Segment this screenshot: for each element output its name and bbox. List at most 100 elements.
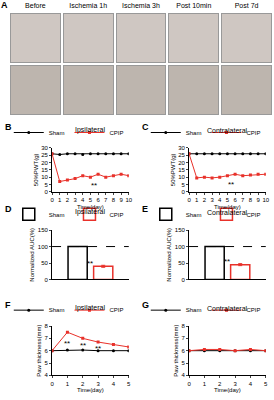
svg-text:1: 1 [66,381,70,387]
svg-text:3: 3 [96,381,100,387]
svg-text:2: 2 [81,381,85,387]
svg-text:30: 30 [41,145,48,151]
svg-text:0: 0 [45,189,49,195]
svg-text:Sham: Sham [186,130,202,136]
svg-text:3: 3 [210,197,214,203]
svg-text:Sham: Sham [186,212,202,218]
svg-text:10: 10 [41,174,48,180]
svg-text:Paw thickness(mm): Paw thickness(mm) [173,325,179,377]
svg-text:2: 2 [66,197,70,203]
svg-text:5: 5 [182,360,186,366]
svg-text:150: 150 [175,227,186,233]
svg-text:Ipsilateral: Ipsilateral [75,304,105,312]
svg-text:C: C [142,122,149,132]
svg-text:10: 10 [178,174,185,180]
svg-text:CPIP: CPIP [246,212,260,218]
svg-text:Sham: Sham [186,307,202,313]
svg-text:0: 0 [187,197,191,203]
svg-text:3: 3 [73,197,77,203]
svg-text:Sham: Sham [49,307,65,313]
svg-text:20: 20 [41,160,48,166]
svg-text:0: 0 [50,197,54,203]
svg-text:100: 100 [175,244,186,250]
svg-text:15: 15 [178,167,185,173]
svg-text:50%PWT(g): 50%PWT(g) [33,154,39,187]
svg-text:**: ** [64,339,70,348]
svg-text:4: 4 [218,197,222,203]
svg-text:CPIP: CPIP [109,307,123,313]
svg-text:30: 30 [178,145,185,151]
svg-text:4: 4 [249,381,253,387]
svg-text:5: 5 [182,182,186,188]
svg-text:8: 8 [45,323,49,329]
svg-text:6: 6 [182,348,186,354]
svg-text:5: 5 [264,381,268,387]
svg-text:7: 7 [45,335,49,341]
svg-text:Sham: Sham [49,130,65,136]
svg-text:4: 4 [81,197,85,203]
svg-text:**: ** [228,180,234,189]
svg-text:7: 7 [182,335,186,341]
svg-text:5: 5 [127,381,131,387]
svg-text:10: 10 [262,197,269,203]
svg-text:0: 0 [45,277,49,283]
svg-text:F: F [5,300,11,310]
svg-text:5: 5 [226,197,230,203]
svg-text:10: 10 [125,197,132,203]
svg-text:50: 50 [178,260,185,266]
svg-text:5: 5 [45,360,49,366]
svg-text:8: 8 [182,323,186,329]
svg-text:6: 6 [233,197,237,203]
svg-text:5: 5 [45,182,49,188]
svg-text:Ipsilateral: Ipsilateral [75,208,105,216]
svg-text:Time(day): Time(day) [214,387,241,393]
svg-text:6: 6 [45,348,49,354]
svg-text:20: 20 [178,160,185,166]
svg-text:G: G [142,300,149,310]
svg-text:4: 4 [45,372,49,378]
svg-text:7: 7 [104,197,108,203]
svg-text:2: 2 [218,381,222,387]
svg-text:0: 0 [50,381,54,387]
svg-text:5: 5 [89,197,93,203]
svg-text:4: 4 [112,381,116,387]
svg-text:0: 0 [187,381,191,387]
svg-text:3: 3 [233,381,237,387]
svg-text:B: B [5,122,12,132]
svg-text:Time(day): Time(day) [77,204,104,210]
svg-text:0: 0 [182,189,186,195]
svg-text:**: ** [224,257,230,266]
svg-text:**: ** [91,181,97,190]
svg-text:Contralateral: Contralateral [207,305,248,312]
svg-text:E: E [142,204,148,214]
svg-text:7: 7 [241,197,245,203]
svg-text:**: ** [80,341,86,350]
svg-text:25: 25 [41,152,48,158]
svg-text:Time(day): Time(day) [214,204,241,210]
svg-text:8: 8 [112,197,116,203]
svg-text:1: 1 [203,381,207,387]
svg-text:8: 8 [249,197,253,203]
svg-text:15: 15 [41,167,48,173]
svg-text:Paw thickness(mm): Paw thickness(mm) [36,325,42,377]
svg-text:9: 9 [119,197,123,203]
svg-text:Ipsilateral: Ipsilateral [75,126,105,134]
svg-text:6: 6 [96,197,100,203]
svg-text:100: 100 [38,244,49,250]
svg-text:CPIP: CPIP [246,130,260,136]
svg-text:Normalized AUC(%): Normalized AUC(%) [29,228,35,282]
svg-text:D: D [5,204,12,214]
svg-text:4: 4 [182,372,186,378]
svg-text:9: 9 [256,197,260,203]
svg-text:**: ** [87,259,93,268]
svg-text:Time(day): Time(day) [77,387,104,393]
svg-text:CPIP: CPIP [246,307,260,313]
svg-text:1: 1 [195,197,199,203]
svg-text:1: 1 [58,197,62,203]
svg-text:**: ** [95,344,101,353]
svg-text:25: 25 [178,152,185,158]
svg-text:50: 50 [41,260,48,266]
svg-text:Sham: Sham [49,212,65,218]
svg-text:CPIP: CPIP [109,212,123,218]
svg-text:50%PWT(g): 50%PWT(g) [170,154,176,187]
